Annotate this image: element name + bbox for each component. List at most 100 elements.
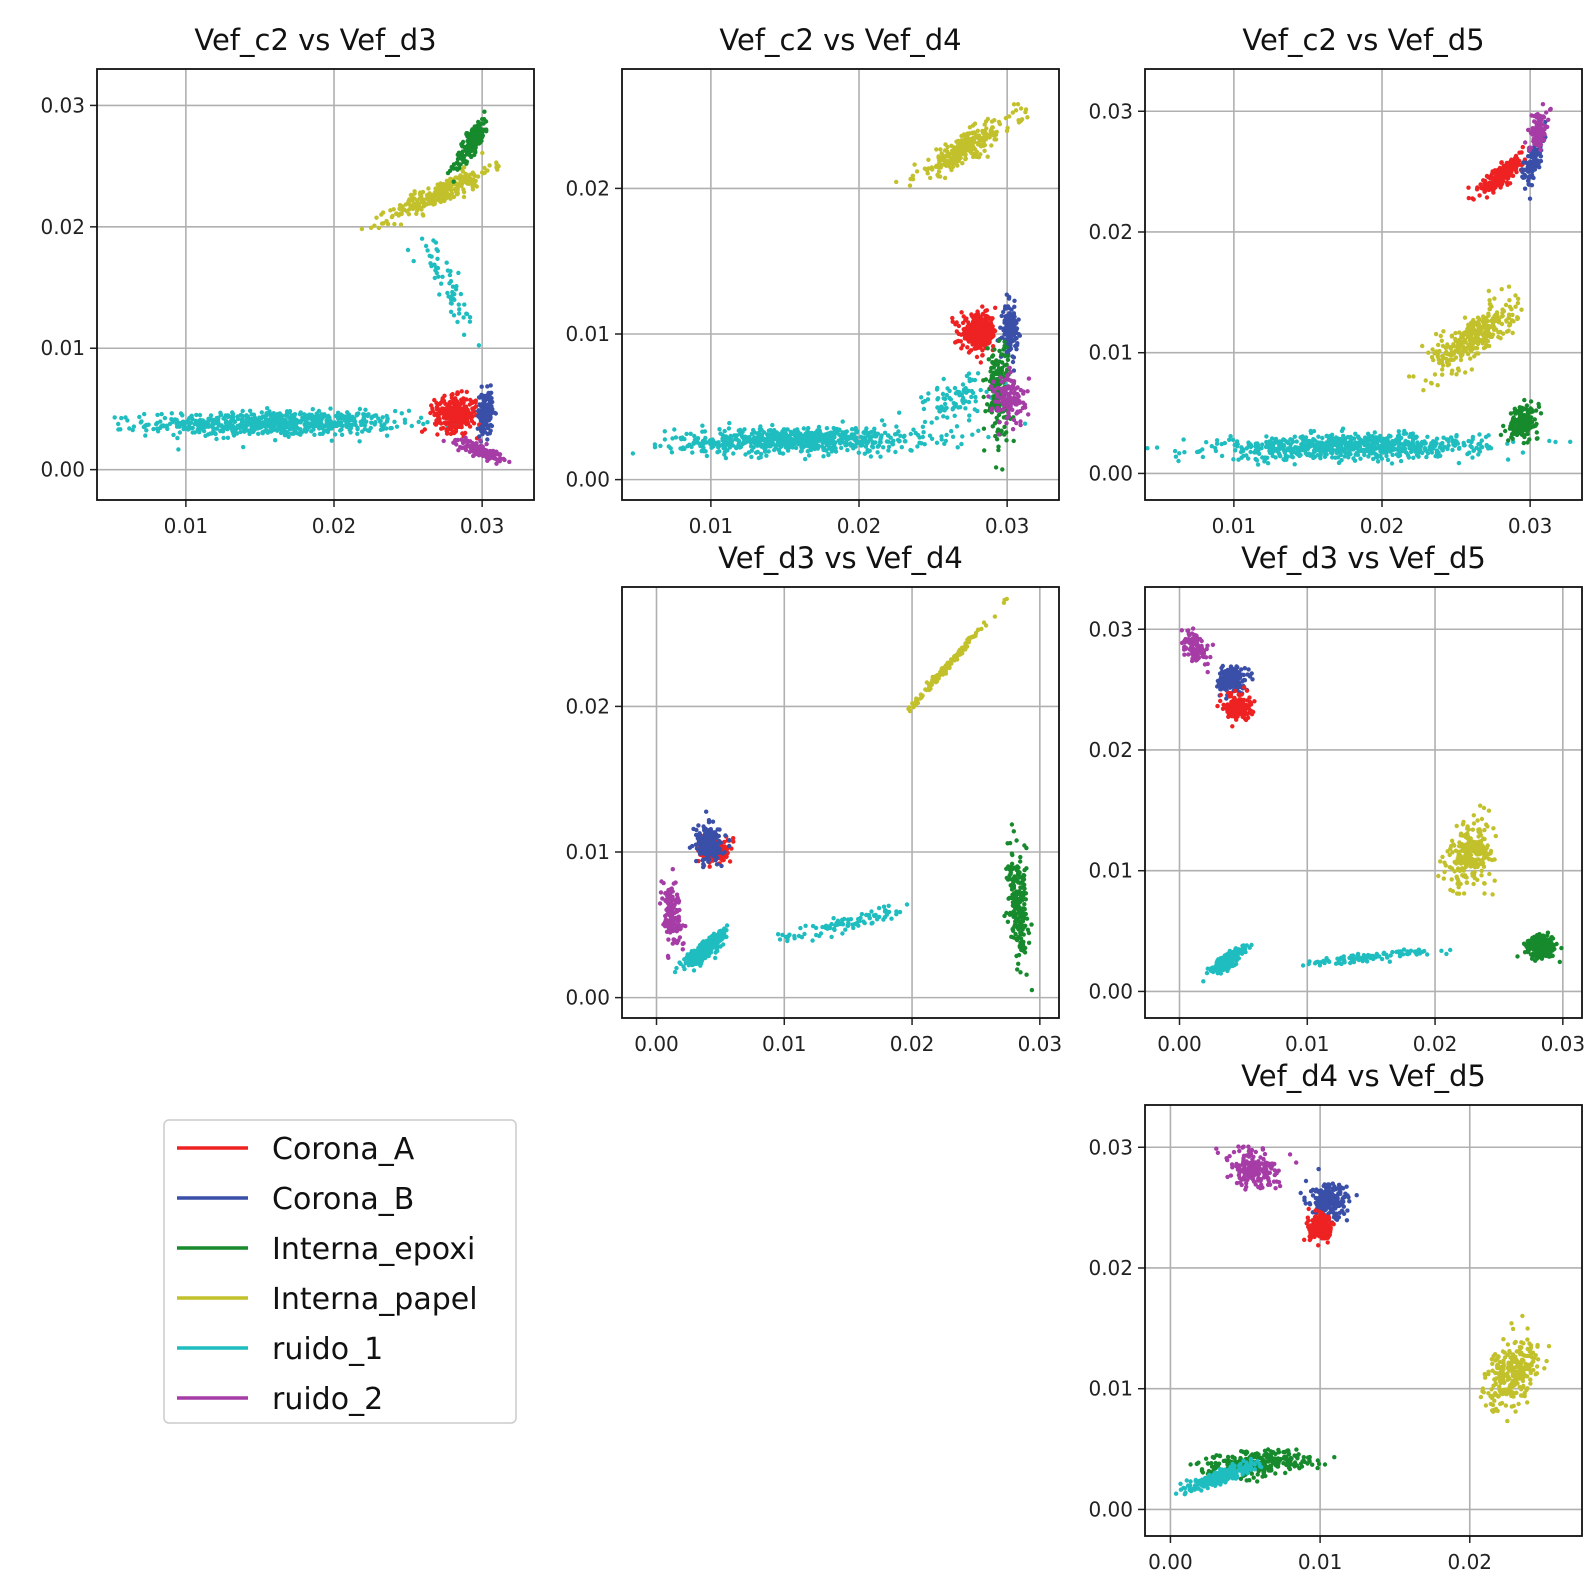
data-point bbox=[1484, 442, 1489, 448]
data-point bbox=[734, 445, 739, 451]
data-point bbox=[1490, 316, 1496, 322]
data-point bbox=[967, 146, 972, 151]
data-point bbox=[989, 143, 994, 148]
data-point bbox=[1281, 437, 1286, 442]
data-point bbox=[328, 419, 333, 424]
data-point bbox=[394, 424, 400, 429]
data-point bbox=[1448, 346, 1454, 351]
data-point bbox=[941, 406, 946, 411]
data-point bbox=[240, 414, 246, 419]
data-point bbox=[470, 187, 476, 192]
data-point bbox=[1330, 436, 1335, 441]
data-point bbox=[175, 435, 180, 441]
data-point bbox=[934, 416, 939, 421]
data-point bbox=[1260, 455, 1265, 460]
data-point bbox=[1355, 452, 1361, 457]
data-point bbox=[451, 430, 456, 435]
data-point bbox=[1488, 302, 1493, 307]
data-point bbox=[1006, 353, 1011, 358]
data-point bbox=[976, 317, 982, 323]
data-point bbox=[893, 449, 898, 455]
data-point bbox=[810, 441, 815, 447]
data-point bbox=[922, 442, 927, 447]
data-point bbox=[953, 391, 959, 396]
data-point bbox=[1402, 428, 1407, 434]
data-point bbox=[1425, 434, 1430, 439]
data-point bbox=[1498, 336, 1503, 341]
data-point bbox=[406, 408, 412, 413]
data-point bbox=[836, 438, 841, 443]
data-point bbox=[1507, 304, 1513, 309]
data-point bbox=[1230, 437, 1236, 442]
data-point bbox=[119, 415, 124, 421]
data-point bbox=[467, 315, 473, 320]
data-point bbox=[144, 428, 149, 433]
data-point bbox=[1451, 344, 1457, 349]
data-point bbox=[476, 343, 482, 348]
data-point bbox=[487, 392, 493, 397]
data-point bbox=[1389, 461, 1395, 466]
data-point bbox=[926, 391, 931, 396]
data-point bbox=[950, 434, 956, 439]
data-point bbox=[440, 407, 445, 412]
data-point bbox=[1547, 438, 1552, 444]
data-point bbox=[1026, 376, 1032, 381]
data-point bbox=[759, 451, 764, 457]
data-point bbox=[437, 292, 442, 297]
data-point bbox=[848, 443, 854, 448]
data-point bbox=[1414, 444, 1419, 450]
data-point bbox=[685, 444, 690, 449]
data-point bbox=[972, 121, 978, 126]
data-point bbox=[1456, 346, 1462, 351]
data-point bbox=[1423, 378, 1428, 383]
data-point bbox=[451, 410, 456, 416]
data-point bbox=[731, 451, 736, 456]
data-point bbox=[882, 422, 887, 428]
data-point bbox=[1441, 435, 1446, 440]
data-point bbox=[451, 162, 457, 167]
data-point bbox=[1469, 367, 1475, 372]
data-point bbox=[944, 432, 949, 438]
data-point bbox=[343, 414, 348, 419]
data-point bbox=[960, 320, 966, 326]
data-point bbox=[327, 426, 332, 431]
series-ruido-1 bbox=[112, 236, 482, 452]
data-point bbox=[963, 148, 968, 153]
data-point bbox=[455, 167, 460, 172]
data-point bbox=[1269, 436, 1275, 441]
data-point bbox=[359, 226, 365, 232]
data-point bbox=[1254, 458, 1260, 463]
data-point bbox=[1426, 350, 1431, 355]
data-point bbox=[989, 317, 994, 323]
data-point bbox=[329, 438, 334, 443]
data-point bbox=[975, 140, 981, 146]
data-point bbox=[1334, 448, 1339, 453]
data-point bbox=[793, 445, 799, 451]
data-point bbox=[485, 458, 490, 463]
data-point bbox=[1354, 446, 1360, 451]
data-point bbox=[455, 437, 460, 443]
data-point bbox=[974, 321, 979, 327]
data-point bbox=[411, 258, 416, 264]
data-point bbox=[174, 421, 179, 426]
data-point bbox=[1506, 284, 1512, 289]
data-point bbox=[999, 386, 1004, 391]
data-point bbox=[854, 430, 859, 435]
data-point bbox=[328, 406, 333, 411]
data-point bbox=[324, 420, 329, 425]
data-point bbox=[1444, 356, 1449, 362]
data-point bbox=[944, 405, 949, 411]
data-point bbox=[1213, 448, 1219, 454]
data-point bbox=[949, 429, 954, 434]
data-point bbox=[1204, 440, 1209, 445]
data-point bbox=[1492, 296, 1497, 301]
data-point bbox=[1362, 435, 1368, 440]
data-point bbox=[999, 313, 1004, 319]
data-point bbox=[795, 427, 800, 432]
data-point bbox=[1481, 345, 1487, 351]
data-point bbox=[1372, 430, 1378, 435]
data-point bbox=[909, 448, 914, 453]
data-point bbox=[361, 412, 366, 417]
data-point bbox=[816, 435, 822, 440]
data-point bbox=[471, 405, 477, 411]
